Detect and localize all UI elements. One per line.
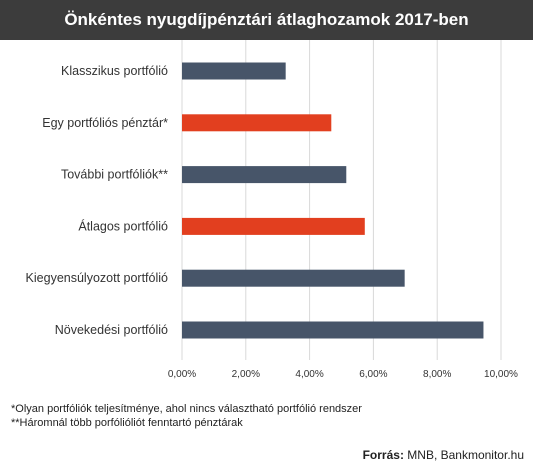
category-label-2: További portfóliók** xyxy=(61,168,168,182)
bar-5 xyxy=(182,321,484,339)
bar-2 xyxy=(182,166,347,184)
category-label-3: Átlagos portfólió xyxy=(78,218,168,233)
category-label-4: Kiegyensúlyozott portfólió xyxy=(26,271,168,285)
x-tick-label-3: 6,00% xyxy=(359,369,387,380)
x-tick-label-1: 2,00% xyxy=(232,369,260,380)
chart-title: Önkéntes nyugdíjpénztári átlaghozamok 20… xyxy=(0,0,533,40)
source-label: Forrás: xyxy=(362,448,404,462)
bar-chart: Klasszikus portfólió Egy portfóliós pénzt… xyxy=(26,40,518,380)
category-label-0: Klasszikus portfólió xyxy=(61,64,168,78)
x-tick-label-2: 4,00% xyxy=(295,369,323,380)
source: Forrás: MNB, Bankmonitor.hu xyxy=(363,448,524,462)
x-tick-label-4: 8,00% xyxy=(423,369,451,380)
bar-1 xyxy=(182,114,332,132)
category-label-5: Növekedési portfólió xyxy=(55,323,168,337)
footnote-1: *Olyan portfóliók teljesítménye, ahol ni… xyxy=(11,403,362,415)
x-tick-label-0: 0,00% xyxy=(168,369,196,380)
bar-3 xyxy=(182,217,365,235)
footnotes: *Olyan portfóliók teljesítménye, ahol ni… xyxy=(11,402,526,430)
footnote-2: **Háromnál több porfólióliót fenntartó p… xyxy=(11,417,243,429)
category-label-1: Egy portfóliós pénztár* xyxy=(42,116,168,130)
x-tick-label-5: 10,00% xyxy=(484,369,518,380)
bar-4 xyxy=(182,269,405,287)
source-text: MNB, Bankmonitor.hu xyxy=(407,448,524,462)
bar-0 xyxy=(182,62,286,80)
